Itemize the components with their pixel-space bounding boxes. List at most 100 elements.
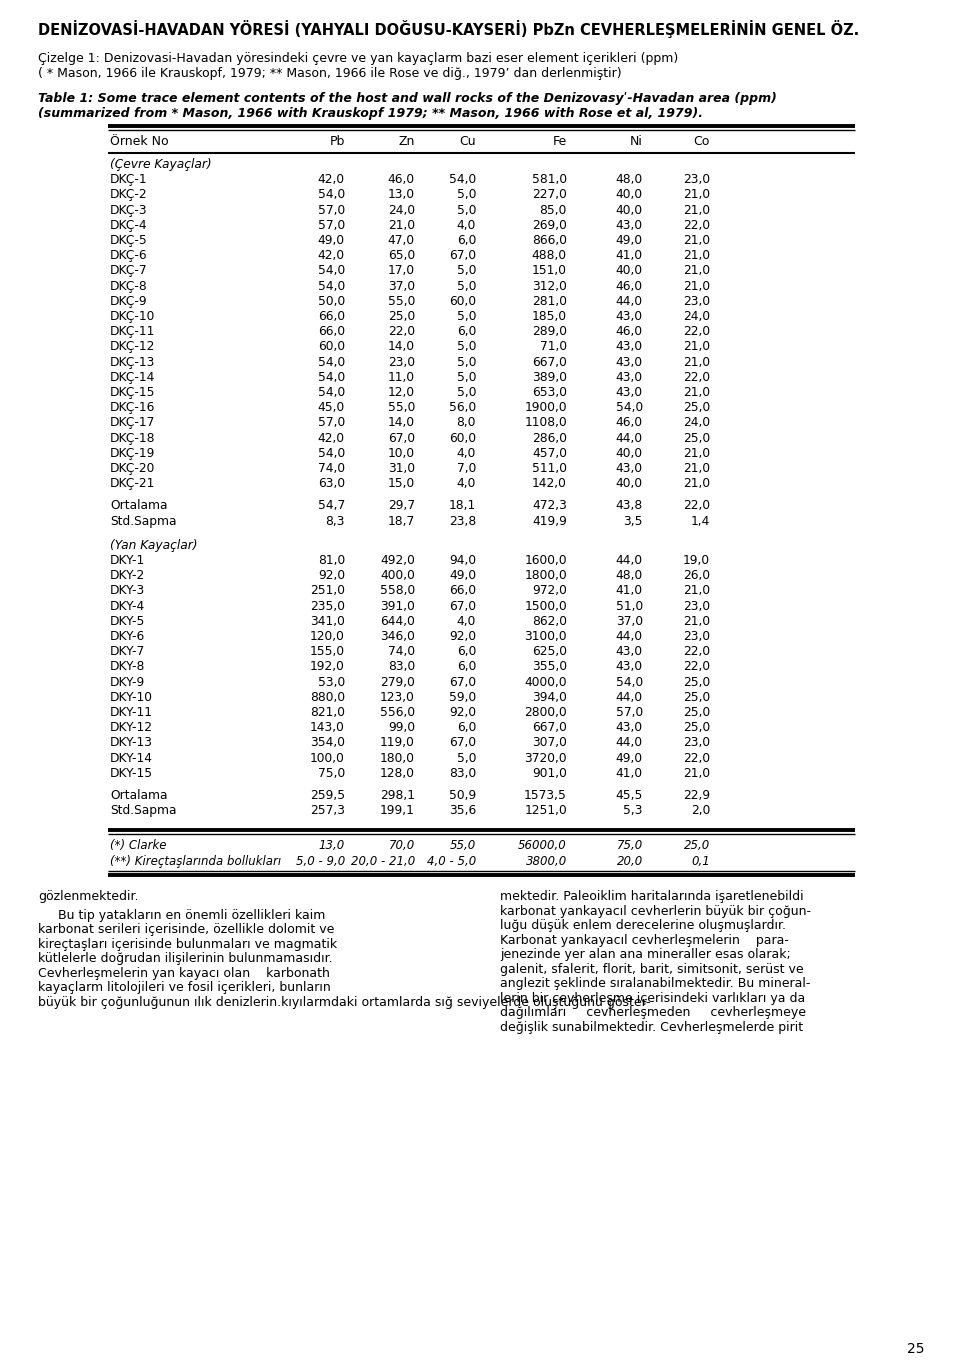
Text: 43,0: 43,0 — [616, 385, 643, 399]
Text: Std.Sapma: Std.Sapma — [110, 804, 177, 817]
Text: 46,0: 46,0 — [616, 279, 643, 293]
Text: 23,0: 23,0 — [683, 599, 710, 613]
Text: 21,0: 21,0 — [683, 234, 710, 247]
Text: 54,0: 54,0 — [318, 447, 345, 460]
Text: 5,0: 5,0 — [457, 311, 476, 323]
Text: 2,0: 2,0 — [690, 804, 710, 817]
Text: DKY-4: DKY-4 — [110, 599, 145, 613]
Text: DKÇ-13: DKÇ-13 — [110, 355, 156, 369]
Text: Örnek No: Örnek No — [110, 135, 169, 148]
Text: 49,0: 49,0 — [616, 234, 643, 247]
Text: 66,0: 66,0 — [318, 311, 345, 323]
Text: 400,0: 400,0 — [380, 569, 415, 582]
Text: 25,0: 25,0 — [683, 706, 710, 719]
Text: 54,0: 54,0 — [318, 264, 345, 278]
Text: 5,0: 5,0 — [457, 203, 476, 217]
Text: 42,0: 42,0 — [318, 432, 345, 444]
Text: 40,0: 40,0 — [616, 188, 643, 202]
Text: 21,0: 21,0 — [683, 279, 710, 293]
Text: 46,0: 46,0 — [616, 417, 643, 429]
Text: 7,0: 7,0 — [457, 462, 476, 475]
Text: 5,0: 5,0 — [457, 752, 476, 764]
Text: 54,0: 54,0 — [318, 188, 345, 202]
Text: 11,0: 11,0 — [388, 370, 415, 384]
Text: 5,0: 5,0 — [457, 370, 476, 384]
Text: 40,0: 40,0 — [616, 447, 643, 460]
Text: 180,0: 180,0 — [380, 752, 415, 764]
Text: 56,0: 56,0 — [448, 402, 476, 414]
Text: 41,0: 41,0 — [616, 767, 643, 780]
Text: 21,0: 21,0 — [683, 385, 710, 399]
Text: 43,0: 43,0 — [616, 370, 643, 384]
Text: 5,0: 5,0 — [457, 340, 476, 353]
Text: 65,0: 65,0 — [388, 249, 415, 263]
Text: (Çevre Kayaçlar): (Çevre Kayaçlar) — [110, 158, 211, 172]
Text: 6,0: 6,0 — [457, 646, 476, 658]
Text: Cevherleşmelerin yan kayacı olan    karbonath: Cevherleşmelerin yan kayacı olan karbona… — [38, 967, 330, 979]
Text: 5,0: 5,0 — [457, 264, 476, 278]
Text: 259,5: 259,5 — [310, 789, 345, 802]
Text: 120,0: 120,0 — [310, 631, 345, 643]
Text: 24,0: 24,0 — [388, 203, 415, 217]
Text: 54,0: 54,0 — [615, 402, 643, 414]
Text: 14,0: 14,0 — [388, 417, 415, 429]
Text: DKÇ-8: DKÇ-8 — [110, 279, 148, 293]
Text: büyük bir çoğunluğunun ılık denizlerin.kıyılarmdaki ortamlarda sığ seviyelerde o: büyük bir çoğunluğunun ılık denizlerin.k… — [38, 996, 651, 1009]
Text: DKÇ-11: DKÇ-11 — [110, 326, 156, 338]
Text: 54,0: 54,0 — [318, 279, 345, 293]
Text: 5,0: 5,0 — [457, 279, 476, 293]
Text: 43,0: 43,0 — [616, 311, 643, 323]
Text: 4000,0: 4000,0 — [524, 676, 567, 689]
Text: 389,0: 389,0 — [532, 370, 567, 384]
Text: 21,0: 21,0 — [683, 340, 710, 353]
Text: 43,0: 43,0 — [616, 722, 643, 734]
Text: 488,0: 488,0 — [532, 249, 567, 263]
Text: 251,0: 251,0 — [310, 584, 345, 598]
Text: 21,0: 21,0 — [683, 584, 710, 598]
Text: 22,0: 22,0 — [683, 370, 710, 384]
Text: 57,0: 57,0 — [615, 706, 643, 719]
Text: Bu tip yatakların en önemli özellikleri kaim: Bu tip yatakların en önemli özellikleri … — [38, 908, 325, 922]
Text: 123,0: 123,0 — [380, 691, 415, 704]
Text: 66,0: 66,0 — [318, 326, 345, 338]
Text: Zn: Zn — [398, 135, 415, 148]
Text: 21,0: 21,0 — [683, 249, 710, 263]
Text: 6,0: 6,0 — [457, 326, 476, 338]
Text: 44,0: 44,0 — [616, 294, 643, 308]
Text: 25,0: 25,0 — [683, 432, 710, 444]
Text: DKY-11: DKY-11 — [110, 706, 153, 719]
Text: 40,0: 40,0 — [616, 203, 643, 217]
Text: 1,4: 1,4 — [690, 515, 710, 527]
Text: lerin bir cevherleşme içerisindeki varlıkları ya da: lerin bir cevherleşme içerisindeki varlı… — [500, 992, 805, 1005]
Text: 41,0: 41,0 — [616, 584, 643, 598]
Text: DKY-10: DKY-10 — [110, 691, 153, 704]
Text: 1800,0: 1800,0 — [524, 569, 567, 582]
Text: 54,0: 54,0 — [448, 173, 476, 187]
Text: 100,0: 100,0 — [310, 752, 345, 764]
Text: 12,0: 12,0 — [388, 385, 415, 399]
Text: 13,0: 13,0 — [388, 188, 415, 202]
Text: 49,0: 49,0 — [616, 752, 643, 764]
Text: 880,0: 880,0 — [310, 691, 345, 704]
Text: dağılımları     cevherleşmeden     cevherleşmeye: dağılımları cevherleşmeden cevherleşmeye — [500, 1007, 806, 1019]
Text: 24,0: 24,0 — [683, 417, 710, 429]
Text: 99,0: 99,0 — [388, 722, 415, 734]
Text: 199,1: 199,1 — [380, 804, 415, 817]
Text: 43,0: 43,0 — [616, 462, 643, 475]
Text: 44,0: 44,0 — [616, 554, 643, 567]
Text: 4,0: 4,0 — [457, 219, 476, 232]
Text: 67,0: 67,0 — [449, 249, 476, 263]
Text: 43,0: 43,0 — [616, 219, 643, 232]
Text: Ortalama: Ortalama — [110, 500, 167, 512]
Text: 54,0: 54,0 — [615, 676, 643, 689]
Text: 8,0: 8,0 — [457, 417, 476, 429]
Text: 22,0: 22,0 — [388, 326, 415, 338]
Text: 1900,0: 1900,0 — [524, 402, 567, 414]
Text: 22,0: 22,0 — [683, 752, 710, 764]
Text: 286,0: 286,0 — [532, 432, 567, 444]
Text: 3100,0: 3100,0 — [524, 631, 567, 643]
Text: 5,0 - 9,0: 5,0 - 9,0 — [296, 855, 345, 868]
Text: 83,0: 83,0 — [388, 661, 415, 673]
Text: 48,0: 48,0 — [615, 173, 643, 187]
Text: DKY-3: DKY-3 — [110, 584, 145, 598]
